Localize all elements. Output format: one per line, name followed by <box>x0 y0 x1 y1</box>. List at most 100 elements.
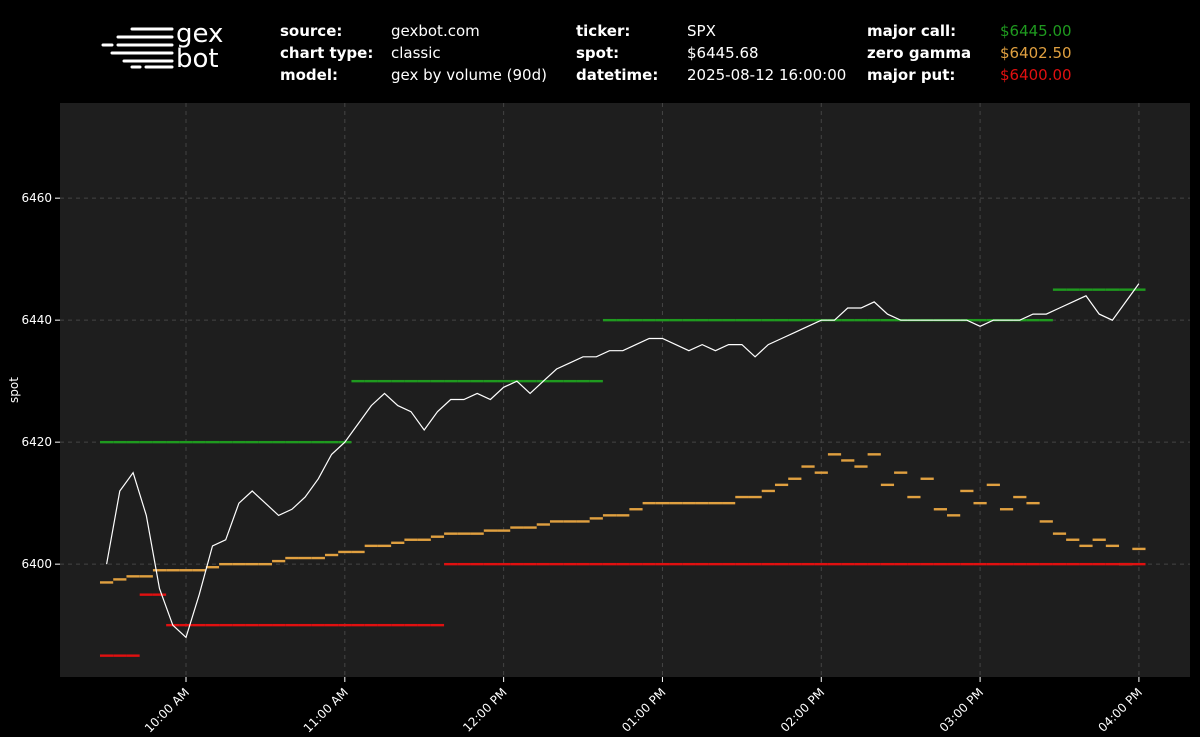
level-dot <box>285 556 299 560</box>
level-dot <box>722 501 736 505</box>
level-dot <box>483 562 498 566</box>
level-dot <box>483 529 498 532</box>
level-dot <box>245 562 259 566</box>
level-dot <box>152 440 167 444</box>
level-dot <box>1119 562 1133 566</box>
level-dot <box>1052 532 1067 535</box>
level-dot <box>549 562 564 566</box>
plot-area <box>60 103 1190 677</box>
y-tick-label: 6420 <box>21 435 52 449</box>
level-dot <box>1079 544 1093 548</box>
level-dot <box>351 550 365 554</box>
level-dot <box>933 508 947 511</box>
level-dot <box>1092 538 1106 541</box>
level-dot <box>1132 288 1146 291</box>
level-dot <box>682 562 696 566</box>
level-dot <box>391 541 405 545</box>
level-dot <box>867 562 881 566</box>
level-dot <box>669 501 683 505</box>
spot-line <box>106 283 1140 639</box>
level-dot <box>1105 544 1120 548</box>
info-value: gex by volume (90d) <box>391 66 547 84</box>
level-dot <box>166 569 180 572</box>
level-dot <box>298 623 312 627</box>
level-dot <box>179 623 193 627</box>
level-dot <box>232 440 246 444</box>
level-dot <box>232 562 246 566</box>
level-dot <box>417 538 431 541</box>
level-dot <box>748 495 762 499</box>
level-dot <box>695 562 709 566</box>
level-dot <box>841 562 855 566</box>
level-dot <box>497 379 511 383</box>
level-dot <box>1052 288 1067 291</box>
level-dot <box>272 440 286 444</box>
level-dot <box>708 562 722 566</box>
level-dot <box>867 318 881 322</box>
level-dot <box>417 379 431 383</box>
level-dot <box>113 654 127 657</box>
level-dot <box>602 562 617 566</box>
level-dot <box>497 562 511 566</box>
level-dot <box>391 623 405 627</box>
level-dot <box>920 477 934 480</box>
level-dot <box>205 566 220 569</box>
level-dot <box>1026 318 1040 322</box>
level-dot <box>669 562 683 566</box>
level-dot <box>536 562 550 566</box>
level-dot <box>748 562 762 566</box>
y-tick-label: 6440 <box>21 313 52 327</box>
level-dot <box>629 508 643 511</box>
level-dot <box>1066 538 1080 541</box>
level-dot <box>139 575 153 578</box>
level-dot <box>99 581 114 584</box>
logo <box>101 27 174 69</box>
level-dot <box>351 623 365 627</box>
level-dot <box>232 623 246 627</box>
level-dot <box>788 318 802 322</box>
info-label: datetime: <box>576 66 658 84</box>
level-dot <box>377 623 392 627</box>
info-label: major put: <box>867 66 955 84</box>
level-dot <box>722 318 736 322</box>
level-dot <box>841 318 855 322</box>
info-label: model: <box>280 66 338 84</box>
level-dot <box>1079 288 1093 291</box>
level-dot <box>536 523 550 526</box>
level-dot <box>695 318 709 322</box>
level-dot <box>205 440 220 444</box>
level-dot <box>1026 562 1040 566</box>
level-dot <box>947 514 961 517</box>
level-dot <box>298 440 312 444</box>
info-label: zero gamma <box>867 44 971 62</box>
level-dot <box>735 495 749 499</box>
level-dot <box>880 483 895 487</box>
level-dot <box>629 562 643 566</box>
info-label: major call: <box>867 22 956 40</box>
level-dot <box>470 532 484 535</box>
level-dot <box>655 501 670 505</box>
level-dot <box>126 575 140 578</box>
level-dot <box>139 593 153 596</box>
level-dot <box>655 318 670 322</box>
level-dot <box>1092 562 1106 566</box>
level-dot <box>391 379 405 383</box>
level-dot <box>973 318 987 322</box>
level-dot <box>1039 318 1053 322</box>
level-dot <box>616 514 630 517</box>
level-dot <box>735 562 749 566</box>
level-dot <box>285 440 299 444</box>
level-dot <box>801 318 815 322</box>
level-dot <box>1026 501 1040 505</box>
level-dot <box>788 477 802 480</box>
level-dot <box>99 654 114 657</box>
level-dot <box>589 562 603 566</box>
info-value: 2025-08-12 16:00:00 <box>687 66 846 84</box>
level-dot <box>179 569 193 572</box>
level-dot <box>1132 562 1146 566</box>
level-dot <box>880 562 895 566</box>
level-dot <box>1066 562 1080 566</box>
y-tick-label: 6460 <box>21 191 52 205</box>
level-dot <box>549 379 564 383</box>
level-dot <box>616 318 630 322</box>
